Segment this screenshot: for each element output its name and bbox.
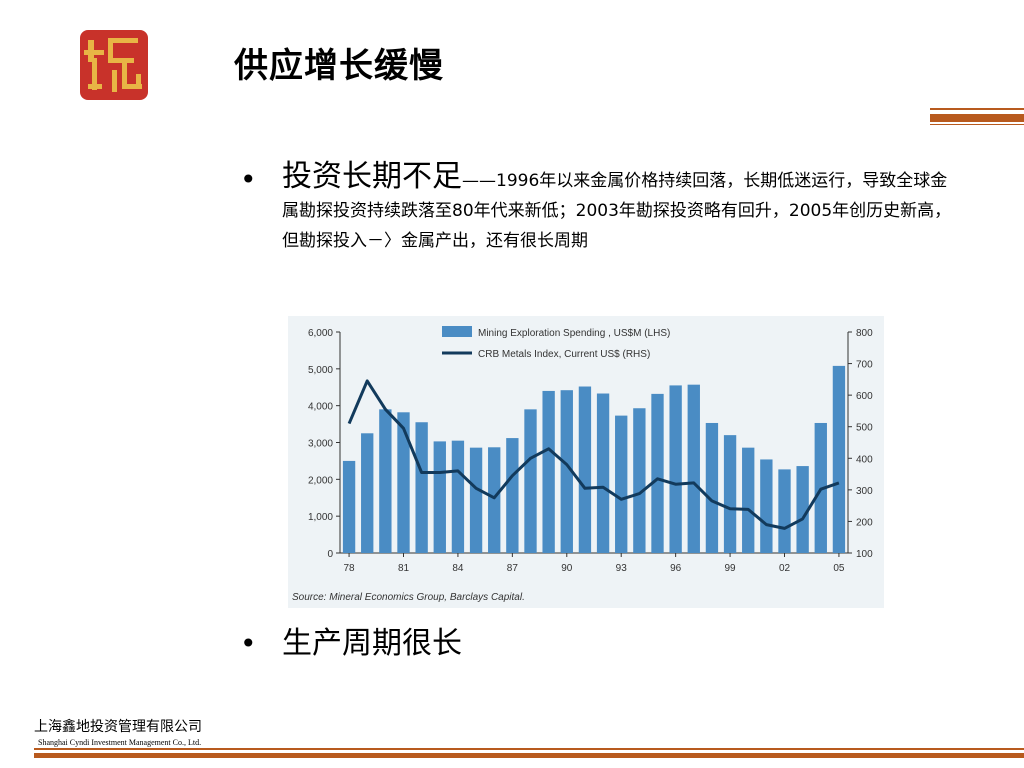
bullet-item: • 投资长期不足——1996年以来金属价格持续回落，长期低迷运行，导致全球金属勘… xyxy=(240,160,960,256)
bar xyxy=(433,441,446,553)
bar xyxy=(578,386,592,553)
bullet-heading: 生产周期很长 xyxy=(282,626,462,661)
legend-label-line: CRB Metals Index, Current US$ (RHS) xyxy=(478,349,650,360)
y-right-tick-label: 300 xyxy=(856,486,873,497)
bar xyxy=(596,393,610,553)
bar xyxy=(524,409,537,553)
y-right-tick-label: 400 xyxy=(856,454,873,465)
bar xyxy=(342,460,356,553)
x-tick-label: 96 xyxy=(670,563,682,574)
header-rule xyxy=(930,108,1024,110)
series-line xyxy=(347,379,840,530)
legend-swatch-bars xyxy=(442,326,472,337)
y-right-tick-label: 100 xyxy=(856,549,873,560)
x-tick-label: 84 xyxy=(452,563,464,574)
bar xyxy=(560,390,573,553)
y-left-tick-label: 6,000 xyxy=(308,328,333,339)
bullet-body: ——1996年以来金属价格持续回落，长期低迷运行，导致全球金属勘探投资持续跌落至… xyxy=(282,171,952,251)
header-rule-thick xyxy=(930,114,1024,122)
bar xyxy=(615,415,628,553)
bar xyxy=(542,390,555,553)
bullet-dot: • xyxy=(240,163,257,196)
x-tick-label: 02 xyxy=(779,563,791,574)
footer-rule-thick xyxy=(34,753,1024,758)
chart-container: 0 1,000 2,000 3,000 4,000 5,000 6,000 100 200 300… xyxy=(288,316,884,608)
bar xyxy=(397,412,410,553)
y-right-tick-label: 800 xyxy=(856,328,873,339)
bullet-item: • 生产周期很长 xyxy=(240,624,462,664)
bullet-heading: 投资长期不足 xyxy=(282,159,462,194)
bar xyxy=(760,459,773,553)
bar xyxy=(669,385,682,553)
bullet-dot: • xyxy=(240,627,257,660)
footer-rule xyxy=(34,748,1024,750)
y-right-tick-label: 200 xyxy=(856,517,873,528)
bar xyxy=(723,435,737,553)
bar xyxy=(633,408,646,553)
x-tick-label: 81 xyxy=(398,563,410,574)
x-tick-label: 99 xyxy=(725,563,737,574)
y-right-tick-label: 500 xyxy=(856,423,873,434)
y-right-tick-label: 700 xyxy=(856,360,873,371)
y-left-tick-label: 0 xyxy=(327,549,333,560)
bar xyxy=(469,447,483,553)
bar xyxy=(651,393,664,553)
bar xyxy=(742,447,755,553)
bar xyxy=(705,422,719,553)
bar xyxy=(778,469,791,553)
bar xyxy=(488,447,501,553)
bar xyxy=(451,440,465,553)
footer-company-cn: 上海鑫地投资管理有限公司 xyxy=(34,719,202,735)
y-left-tick-label: 5,000 xyxy=(308,365,333,376)
bar xyxy=(415,422,428,553)
legend-label-bars: Mining Exploration Spending , US$M (LHS) xyxy=(478,328,670,339)
chart-source: Source: Mineral Economics Group, Barclay… xyxy=(292,592,525,603)
bar xyxy=(379,409,392,553)
footer-company-en: Shanghai Cyndi Investment Management Co.… xyxy=(38,738,202,747)
x-tick-label: 05 xyxy=(833,563,845,574)
header-rule-bottom xyxy=(930,124,1024,125)
bar xyxy=(506,438,519,553)
bar xyxy=(361,433,374,553)
bar xyxy=(687,384,700,553)
exploration-metals-chart: 0 1,000 2,000 3,000 4,000 5,000 6,000 100 200 300… xyxy=(292,326,873,603)
y-left-tick-label: 4,000 xyxy=(308,402,333,413)
y-right-tick-label: 600 xyxy=(856,391,873,402)
y-left-tick-label: 2,000 xyxy=(308,475,333,486)
bar xyxy=(796,466,809,553)
y-left-tick-label: 3,000 xyxy=(308,439,333,450)
slide-title: 供应增长缓慢 xyxy=(234,46,444,86)
bullet-list: • 投资长期不足——1996年以来金属价格持续回落，长期低迷运行，导致全球金属勘… xyxy=(240,160,960,256)
x-tick-label: 90 xyxy=(561,563,573,574)
bar xyxy=(832,365,846,553)
x-tick-label: 87 xyxy=(507,563,519,574)
x-tick-label: 93 xyxy=(616,563,628,574)
x-tick-label: 78 xyxy=(344,563,356,574)
company-logo xyxy=(80,30,148,100)
y-left-tick-label: 1,000 xyxy=(308,512,333,523)
